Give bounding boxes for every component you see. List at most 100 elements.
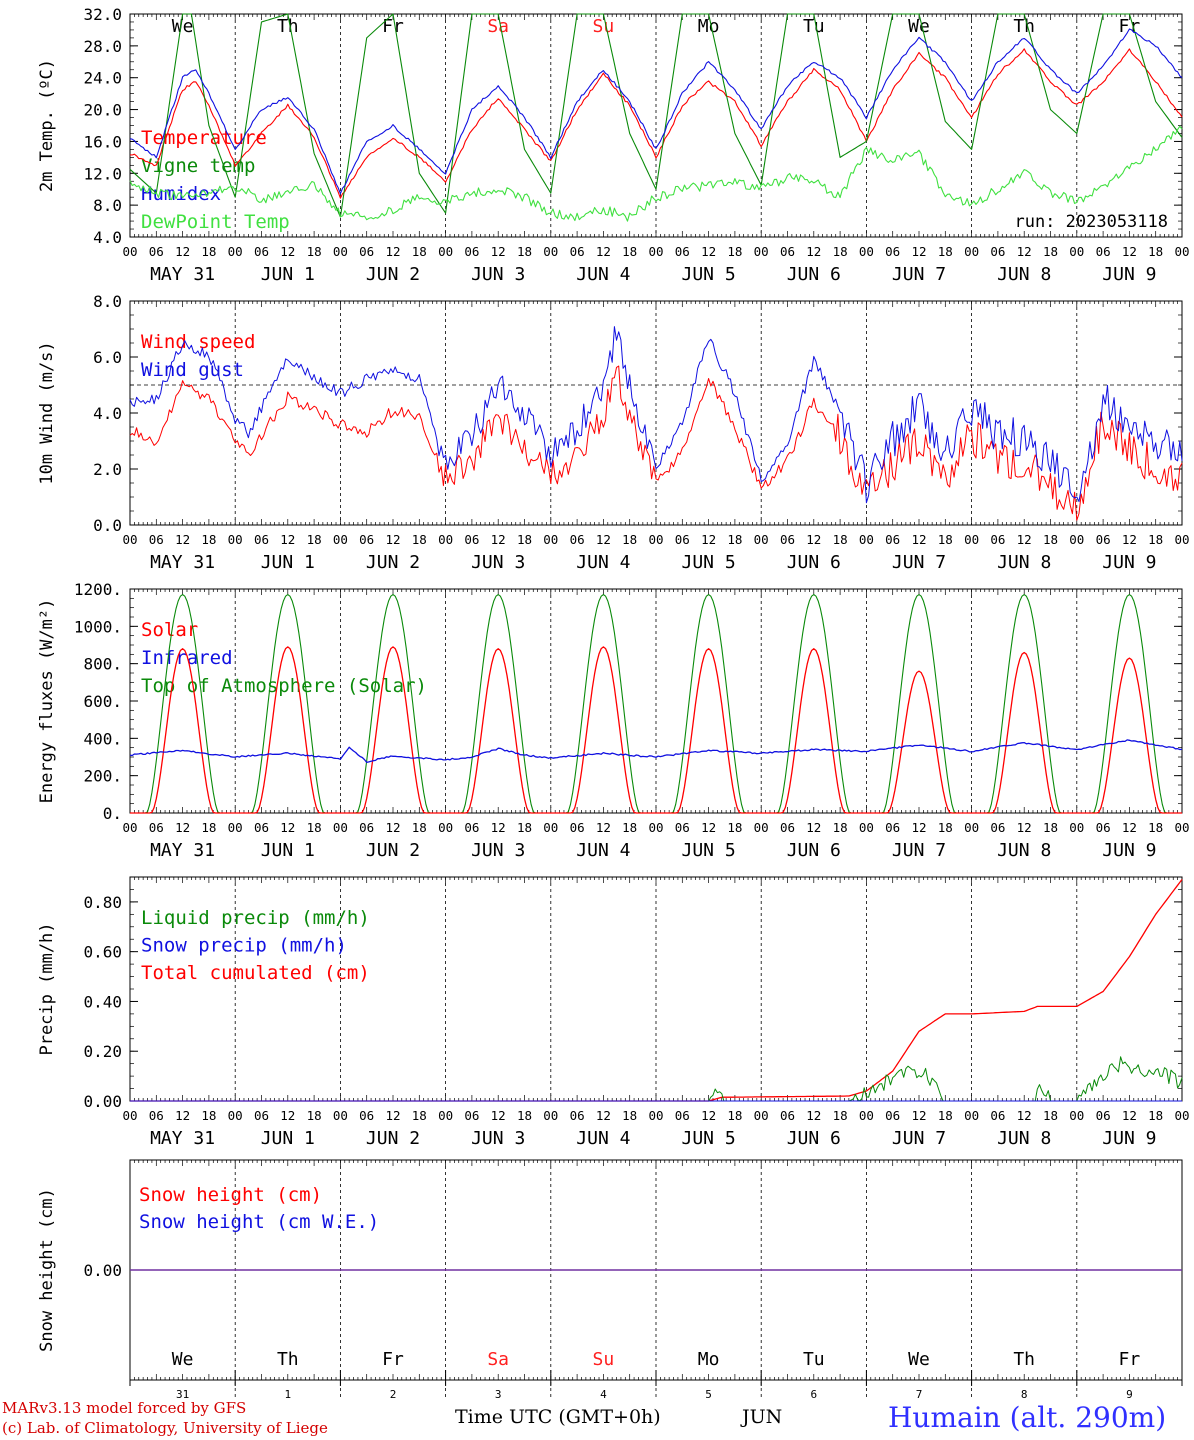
energy-hour-label: 18 (727, 820, 742, 835)
wind-date-label: JUN 2 (366, 552, 420, 573)
precip-hour-label: 00 (333, 1108, 348, 1123)
energy-hour-label: 00 (964, 820, 979, 835)
credit-model: MARv3.13 model forced by GFS (2, 1399, 247, 1417)
energy-ytick-label: 800. (83, 655, 122, 674)
wind-hour-label: 00 (438, 532, 453, 547)
energy-date-label: JUN 7 (892, 840, 946, 861)
x-axis-label: Time UTC (GMT+0h) (455, 1406, 661, 1428)
snow-ylabel: Snow height (cm) (37, 1188, 57, 1352)
energy-hour-label: 06 (675, 820, 690, 835)
energy-date-label: JUN 3 (471, 840, 525, 861)
energy-hour-label: 12 (701, 820, 716, 835)
wind-hour-label: 12 (911, 532, 926, 547)
temperature-date-label: JUN 4 (576, 264, 630, 285)
temperature-legend-entry: Vigne temp (141, 155, 255, 177)
surface-solar-line (130, 646, 1182, 814)
energy-ytick-label: 400. (83, 729, 122, 748)
precip-hour-label: 00 (648, 1108, 663, 1123)
wind-series-line (129, 326, 1183, 504)
wind-date-label: JUN 6 (787, 552, 841, 573)
temperature-hour-label: 12 (175, 244, 190, 259)
energy-hour-label: 18 (517, 820, 532, 835)
month-label: JUN (742, 1406, 783, 1428)
precip-hour-label: 18 (727, 1108, 742, 1123)
precip-hour-label: 12 (1017, 1108, 1032, 1123)
precip-hour-label: 12 (701, 1108, 716, 1123)
wind-hour-label: 12 (280, 532, 295, 547)
energy-hour-label: 06 (885, 820, 900, 835)
energy-legend-entry: Solar (141, 619, 198, 641)
bottom-weekday-label: We (908, 1349, 930, 1370)
bottom-day-number: 5 (705, 1388, 712, 1401)
wind-hour-label: 06 (885, 532, 900, 547)
precip-hour-label: 06 (780, 1108, 795, 1123)
wind-hour-label: 00 (122, 532, 137, 547)
precip-hour-label: 00 (964, 1108, 979, 1123)
temperature-date-label: JUN 6 (787, 264, 841, 285)
precip-date-label: JUN 6 (787, 1128, 841, 1149)
energy-ylabel: Energy fluxes (W/m²) (37, 599, 57, 804)
temperature-hour-label: 06 (885, 244, 900, 259)
precip-ytick-label: 0.40 (83, 992, 122, 1011)
precip-ytick-label: 0.00 (83, 1092, 122, 1111)
precip-legend-entry: Liquid precip (mm/h) (141, 907, 370, 929)
temperature-date-label: JUN 7 (892, 264, 946, 285)
snow-legend-entry: Snow height (cm) (139, 1184, 322, 1206)
energy-date-label: JUN 1 (261, 840, 315, 861)
precip-hour-label: 12 (175, 1108, 190, 1123)
weekday-label: Th (277, 16, 299, 37)
temperature-ytick-label: 20.0 (83, 101, 122, 120)
precip-hour-label: 00 (438, 1108, 453, 1123)
temperature-hour-label: 00 (754, 244, 769, 259)
wind-hour-label: 18 (622, 532, 637, 547)
wind-hour-label: 00 (754, 532, 769, 547)
wind-hour-label: 12 (701, 532, 716, 547)
wind-hour-label: 18 (307, 532, 322, 547)
precip-hour-label: 06 (990, 1108, 1005, 1123)
bottom-weekday-label: Th (1013, 1349, 1035, 1370)
temperature-date-label: MAY 31 (150, 264, 215, 285)
wind-hour-label: 06 (570, 532, 585, 547)
temp-series-line (129, 125, 1183, 222)
precip-hour-label: 18 (412, 1108, 427, 1123)
wind-hour-label: 00 (543, 532, 558, 547)
wind-ytick-label: 0.0 (93, 516, 122, 535)
temp-series-line (129, 13, 1183, 218)
temperature-hour-label: 00 (543, 244, 558, 259)
energy-hour-label: 06 (149, 820, 164, 835)
wind-hour-label: 06 (1096, 532, 1111, 547)
wind-hour-label: 00 (1069, 532, 1084, 547)
energy-date-label: JUN 4 (576, 840, 630, 861)
precip-date-label: JUN 3 (471, 1128, 525, 1149)
wind-ylabel: 10m Wind (m/s) (37, 341, 57, 484)
precip-date-label: JUN 4 (576, 1128, 630, 1149)
temperature-hour-label: 12 (806, 244, 821, 259)
precip-hour-label: 18 (938, 1108, 953, 1123)
temperature-hour-label: 18 (201, 244, 216, 259)
temperature-hour-label: 18 (307, 244, 322, 259)
energy-date-label: JUN 8 (997, 840, 1051, 861)
weekday-label: Th (1013, 16, 1035, 37)
precip-hour-label: 06 (570, 1108, 585, 1123)
precip-hour-label: 18 (833, 1108, 848, 1123)
energy-hour-label: 18 (1148, 820, 1163, 835)
energy-hour-label: 18 (622, 820, 637, 835)
bottom-weekday-label: We (172, 1349, 194, 1370)
precip-hour-label: 00 (543, 1108, 558, 1123)
temperature-ytick-label: 32.0 (83, 5, 122, 24)
energy-legend-entry: Infrared (141, 647, 233, 669)
wind-hour-label: 18 (412, 532, 427, 547)
wind-hour-label: 12 (385, 532, 400, 547)
precip-date-label: JUN 1 (261, 1128, 315, 1149)
wind-ytick-label: 8.0 (93, 292, 122, 311)
temperature-hour-label: 06 (149, 244, 164, 259)
wind-date-label: MAY 31 (150, 552, 215, 573)
wind-hour-label: 12 (1017, 532, 1032, 547)
wind-hour-label: 18 (833, 532, 848, 547)
temperature-frame (129, 13, 1183, 238)
precip-ytick-label: 0.20 (83, 1042, 122, 1061)
bottom-weekday-label: Tu (803, 1349, 825, 1370)
precip-hour-label: 12 (596, 1108, 611, 1123)
temperature-hour-label: 00 (964, 244, 979, 259)
